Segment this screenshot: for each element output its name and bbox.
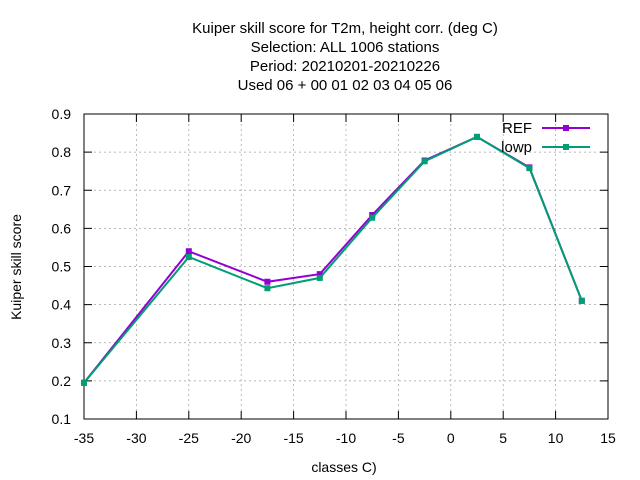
- data-point: [264, 285, 271, 292]
- y-tick-label: 0.6: [52, 220, 72, 236]
- y-tick-label: 0.2: [52, 373, 72, 389]
- legend-label: REF: [502, 120, 532, 137]
- y-tick-label: 0.4: [52, 297, 72, 313]
- x-axis-label: classes C): [311, 459, 376, 475]
- x-tick-label: 15: [600, 430, 616, 446]
- data-point: [474, 133, 480, 140]
- title-line-4: Used 06 + 00 01 02 03 04 05 06: [238, 77, 453, 94]
- x-tick-label: -10: [336, 430, 356, 446]
- y-tick-label: 0.7: [52, 182, 72, 198]
- data-point: [578, 297, 585, 304]
- plot-frame: [83, 113, 609, 420]
- series-lowp: [81, 133, 585, 386]
- data-point: [185, 253, 192, 260]
- legend-label: lowp: [501, 139, 532, 156]
- legend-item-ref: REF: [502, 120, 590, 137]
- data-point: [185, 248, 192, 255]
- series-line: [83, 135, 583, 384]
- data-point: [316, 271, 323, 278]
- x-tick-label: -5: [392, 430, 405, 446]
- y-tick-label: 0.9: [52, 106, 72, 122]
- y-tick-label: 0.1: [52, 411, 72, 427]
- x-tick-label: 0: [447, 430, 455, 446]
- x-tick-label: 10: [548, 430, 564, 446]
- legend-item-lowp: lowp: [501, 139, 590, 156]
- x-tick-label: -30: [126, 430, 146, 446]
- x-axis-ticks: -35 -30 -25 -20 -15 -10 -5 0 5 10 15: [74, 114, 616, 446]
- data-point: [369, 214, 376, 221]
- data-point: [421, 158, 428, 165]
- grid-lines: [84, 114, 608, 419]
- y-tick-label: 0.3: [52, 335, 72, 351]
- x-tick-label: -20: [231, 430, 251, 446]
- title-line-3: Period: 20210201-20210226: [250, 58, 440, 75]
- y-tick-label: 0.8: [52, 144, 72, 160]
- data-point: [316, 274, 323, 281]
- x-tick-label: -25: [179, 430, 199, 446]
- data-point: [81, 379, 87, 386]
- legend-marker: [563, 144, 569, 150]
- series-ref: [81, 133, 585, 386]
- legend-marker: [563, 125, 569, 131]
- series-layer: [81, 133, 585, 386]
- title-line-2: Selection: ALL 1006 stations: [251, 39, 440, 56]
- x-tick-label: -15: [283, 430, 303, 446]
- y-tick-label: 0.5: [52, 259, 72, 275]
- data-point: [264, 278, 271, 285]
- data-point: [526, 165, 533, 172]
- title-line-1: Kuiper skill score for T2m, height corr.…: [192, 20, 498, 37]
- legend: REF lowp: [501, 120, 590, 156]
- x-tick-label: -35: [74, 430, 94, 446]
- chart-title: Kuiper skill score for T2m, height corr.…: [192, 20, 498, 94]
- y-axis-label: Kuiper skill score: [8, 214, 24, 320]
- x-tick-label: 5: [499, 430, 507, 446]
